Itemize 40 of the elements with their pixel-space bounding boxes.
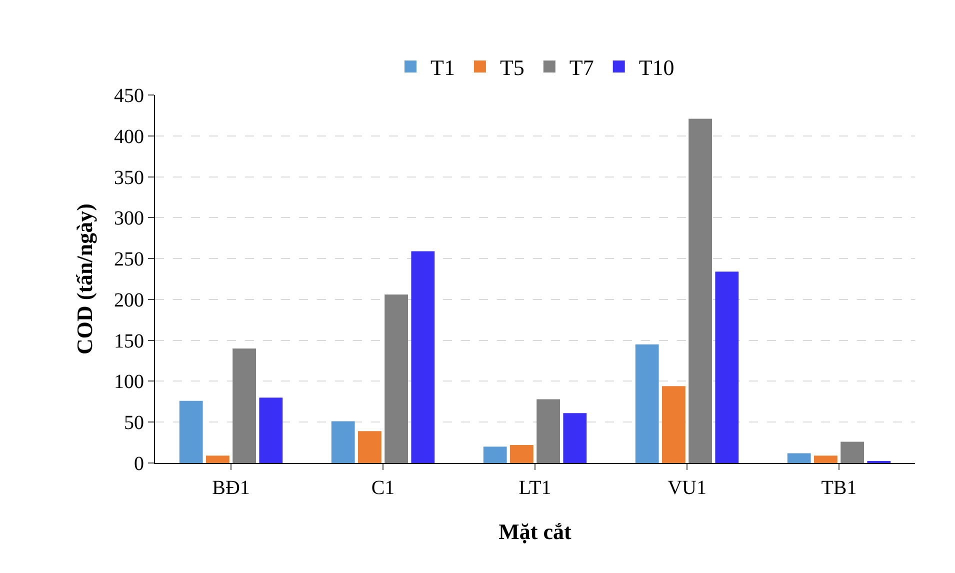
y-tick-label: 300 <box>114 208 144 230</box>
bar <box>179 400 203 463</box>
bar <box>688 118 712 463</box>
y-tick-label: 250 <box>114 248 144 271</box>
x-tick-label: TB1 <box>821 477 857 499</box>
legend-label: T10 <box>638 55 674 80</box>
y-tick-label: 100 <box>114 371 144 394</box>
bar <box>411 251 435 463</box>
x-tick-label: BĐ1 <box>212 477 250 499</box>
x-tick-label: LT1 <box>518 477 552 499</box>
bar <box>840 442 864 463</box>
bar <box>563 413 587 463</box>
y-tick-label: 400 <box>114 126 144 148</box>
bar <box>814 456 838 463</box>
y-tick-label: 0 <box>134 453 144 475</box>
bar <box>358 431 382 463</box>
legend-label: T1 <box>430 55 455 80</box>
bar <box>662 386 686 463</box>
y-tick-label: 200 <box>114 289 144 312</box>
x-tick-label: VU1 <box>668 477 706 499</box>
bar <box>384 294 408 463</box>
bar <box>259 398 283 463</box>
y-tick-label: 150 <box>114 330 144 352</box>
bar <box>787 453 811 463</box>
bar <box>510 445 534 463</box>
bar <box>715 272 739 463</box>
legend-label: T7 <box>569 55 594 80</box>
legend-label: T5 <box>500 55 524 80</box>
x-tick-label: C1 <box>371 477 395 499</box>
bar <box>635 344 659 463</box>
bar <box>232 348 256 463</box>
y-tick-label: 50 <box>124 412 144 434</box>
y-tick-label: 450 <box>114 85 144 107</box>
y-tick-label: 350 <box>114 166 144 189</box>
x-axis-title: Mặt cắt <box>498 519 572 544</box>
bar <box>483 446 507 463</box>
bar <box>536 399 560 463</box>
bar <box>206 456 230 463</box>
bar <box>331 421 355 463</box>
y-axis-title: COD (tấn/ngày) <box>72 204 97 354</box>
